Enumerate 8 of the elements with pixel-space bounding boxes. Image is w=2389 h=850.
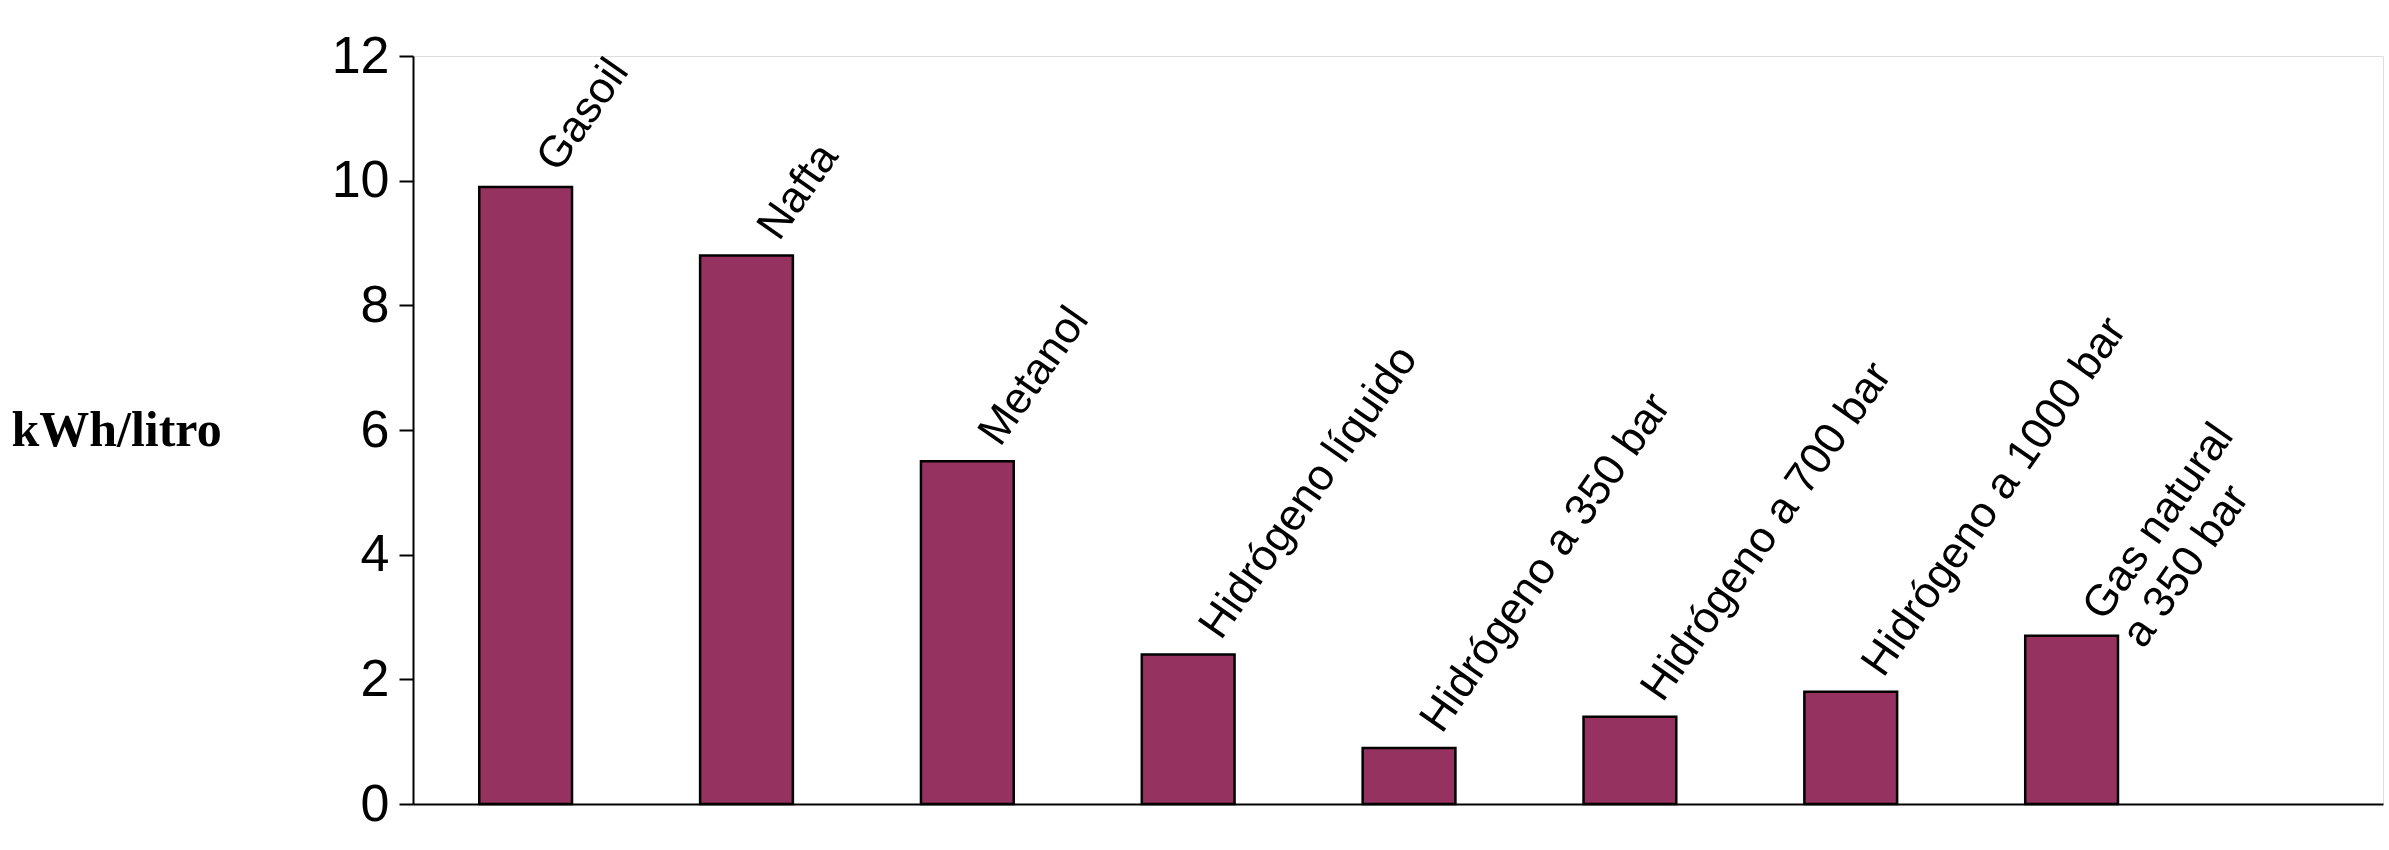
y-tick-label: 6	[360, 399, 390, 458]
y-tick-label: 2	[360, 648, 390, 707]
y-tick-label: 8	[360, 274, 390, 333]
y-tick-label: 10	[331, 150, 390, 209]
y-tick-label: 0	[360, 773, 390, 832]
y-tick-label: 4	[360, 524, 390, 583]
y-axis-title: kWh/litro	[11, 400, 222, 457]
y-tick-label: 12	[331, 25, 390, 84]
